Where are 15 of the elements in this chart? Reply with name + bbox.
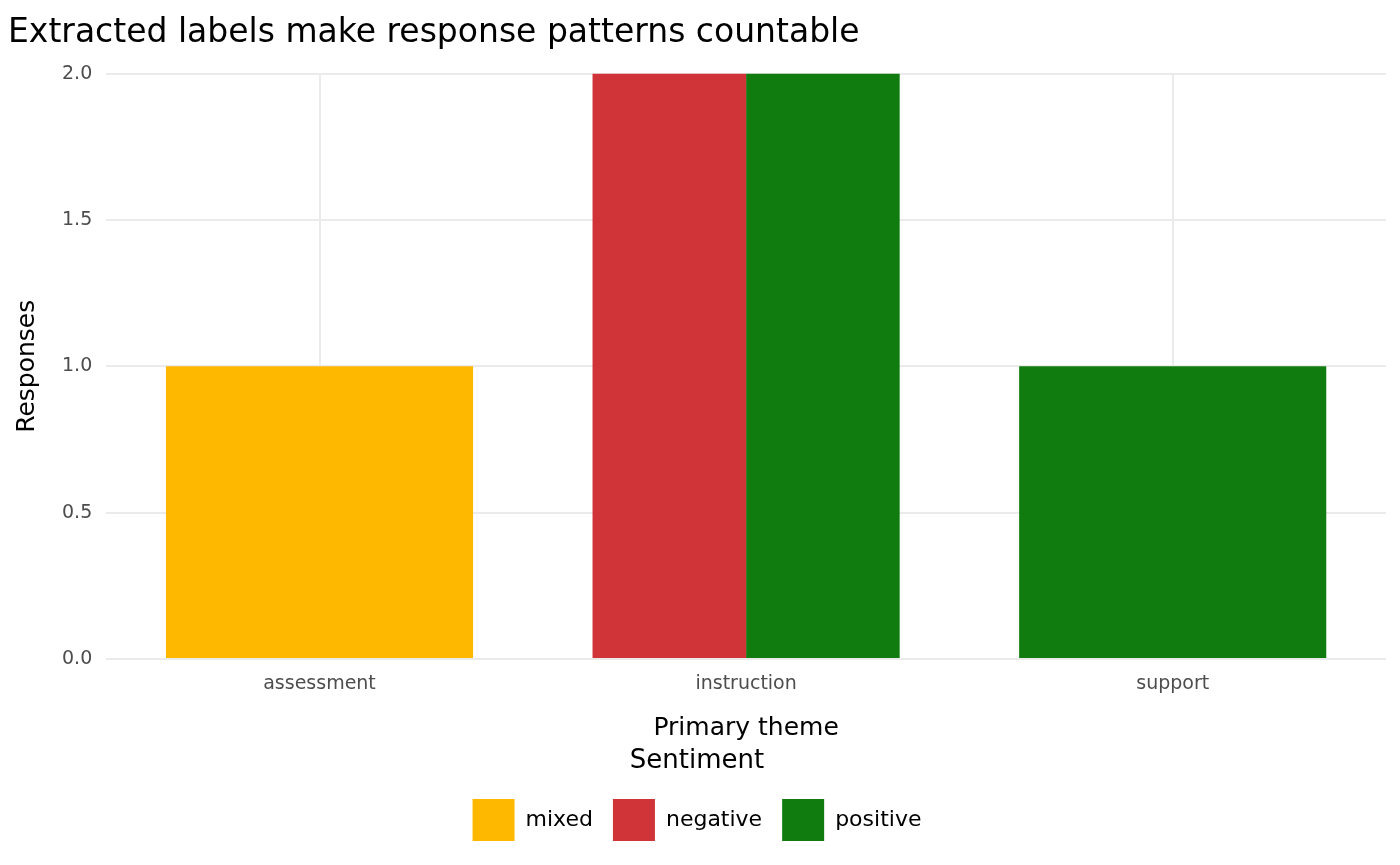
chart-title: Extracted labels make response patterns countable: [8, 11, 860, 51]
x-tick-label: support: [1136, 671, 1210, 694]
y-tick-label: 2.0: [62, 60, 93, 83]
x-tick-label: assessment: [263, 671, 376, 694]
legend-label: positive: [835, 805, 922, 831]
y-tick-label: 0.0: [62, 645, 93, 668]
x-axis-title: Primary theme: [653, 712, 839, 742]
y-tick-label: 1.5: [62, 206, 93, 229]
y-tick-label: 1.0: [62, 353, 93, 376]
y-axis-title: Responses: [10, 299, 40, 433]
x-tick-label: instruction: [695, 671, 797, 694]
legend-label: mixed: [525, 805, 593, 831]
legend-label: negative: [665, 805, 763, 831]
y-tick-label: 0.5: [62, 499, 93, 522]
legend-title: Sentiment: [629, 743, 765, 774]
